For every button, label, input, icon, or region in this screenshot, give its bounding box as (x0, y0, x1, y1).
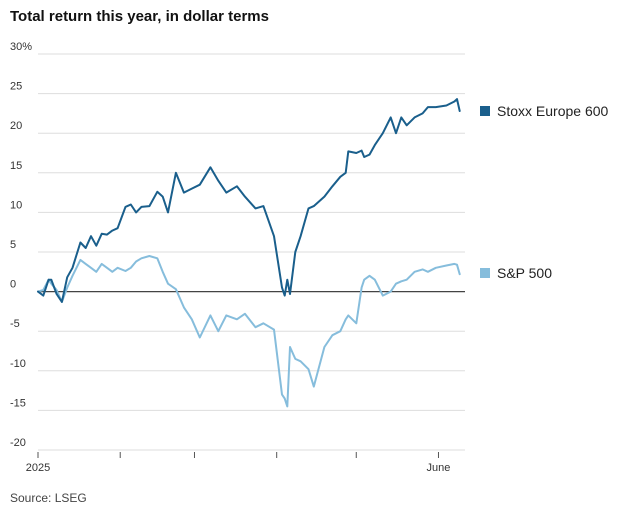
y-tick-label: -20 (10, 437, 26, 449)
legend-label: Stoxx Europe 600 (497, 103, 609, 119)
y-tick-label: 5 (10, 239, 16, 251)
legend-label: S&P 500 (497, 265, 552, 281)
y-axis-tick-labels: 30% 25 20 15 10 5 0 -5 -10 -15 -20 (10, 41, 32, 449)
x-axis: 2025 June (26, 452, 465, 474)
y-tick-label: 20 (10, 120, 22, 132)
y-tick-label: 30% (10, 41, 32, 53)
y-tick-label: 0 (10, 279, 16, 291)
y-tick-label: 15 (10, 160, 22, 172)
source-note: Source: LSEG (10, 491, 87, 505)
series-lines (37, 98, 461, 408)
legend-swatch (480, 268, 490, 278)
legend-swatch (480, 106, 490, 116)
x-tick-label: June (427, 462, 451, 474)
legend: Stoxx Europe 600 S&P 500 (480, 103, 609, 281)
series-line-stoxx-europe-600 (37, 98, 461, 303)
chart-title: Total return this year, in dollar terms (10, 8, 269, 25)
y-tick-label: 10 (10, 199, 22, 211)
y-tick-label: 25 (10, 81, 22, 93)
y-tick-label: -15 (10, 397, 26, 409)
gridlines (38, 53, 465, 451)
series-line-s-p-500 (37, 255, 461, 408)
y-tick-label: -5 (10, 318, 20, 330)
x-tick-label: 2025 (26, 462, 50, 474)
y-tick-label: -10 (10, 358, 26, 370)
